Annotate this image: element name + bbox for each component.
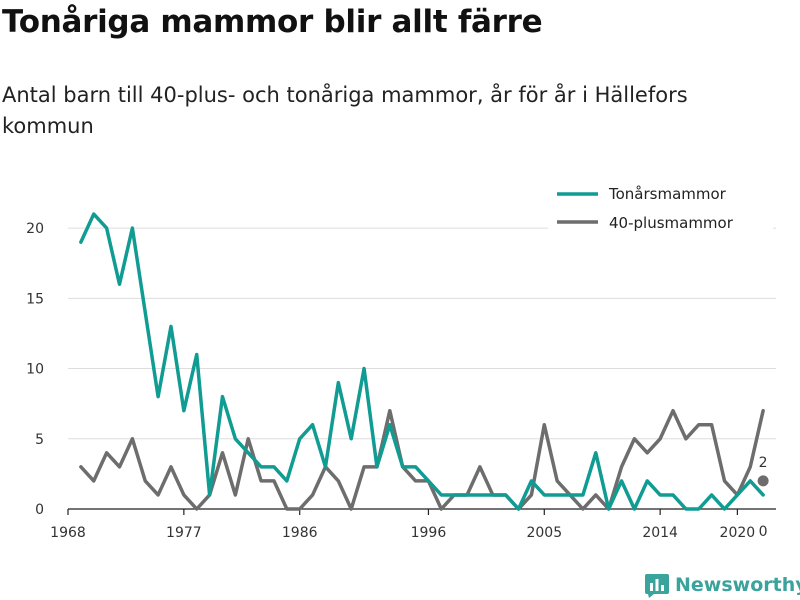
y-tick-label: 20	[26, 221, 44, 237]
newsworthy-logo-icon	[645, 574, 669, 598]
brand-name: Newsworthy	[675, 574, 800, 596]
chart-subtitle: Antal barn till 40-plus- och tonåriga ma…	[2, 83, 688, 138]
series-line-40-plusmammor	[79, 408, 765, 511]
legend-label-forty: 40-plusmammor	[609, 214, 734, 232]
newsworthy-logo: Newsworthy	[645, 570, 800, 600]
y-tick-label: 5	[35, 432, 44, 448]
x-tick-label: 2014	[642, 525, 678, 541]
series-line-tonarsmammor	[79, 212, 765, 511]
chart-title: Tonåriga mammor blir allt färre	[2, 4, 543, 40]
legend-background	[548, 178, 773, 240]
end-label-tonarsmammor: 0	[759, 524, 768, 540]
y-tick-label: 15	[26, 291, 44, 307]
x-tick-label: 2005	[526, 525, 562, 541]
x-tick-label: 2020	[720, 525, 756, 541]
end-label-40-plusmammor: 2	[759, 455, 768, 471]
x-tick-label: 1986	[282, 525, 318, 541]
x-tick-label: 1977	[166, 525, 202, 541]
end-marker-40-plusmammor	[757, 475, 769, 487]
y-tick-label: 10	[26, 362, 44, 378]
y-tick-label: 0	[35, 502, 44, 518]
x-tick-label: 1996	[411, 525, 447, 541]
x-tick-label: 1968	[50, 525, 86, 541]
legend: Tonårsmammor 40-plusmammor	[548, 178, 773, 240]
legend-label-teen: Tonårsmammor	[608, 185, 727, 203]
